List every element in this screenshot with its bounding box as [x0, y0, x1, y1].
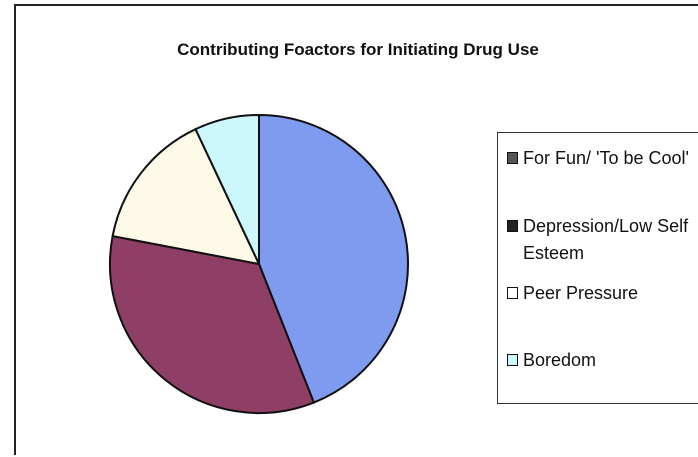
pie-slice-depression — [109, 234, 316, 414]
legend-swatch-boredom — [507, 354, 518, 366]
legend-label-peer-pressure: Peer Pressure — [523, 283, 639, 303]
chart-frame: Contributing Foactors for Initiating Dru… — [14, 4, 698, 455]
legend-label-for-fun: For Fun/ 'To be Cool' — [523, 148, 689, 168]
pie-slice-boredom — [194, 113, 260, 265]
legend-label-boredom: Boredom — [523, 350, 597, 370]
pie-slice-for-fun — [258, 113, 409, 404]
legend-swatch-peer-pressure — [507, 287, 518, 299]
legend-swatch-depression — [507, 220, 518, 232]
pie-chart — [109, 113, 409, 414]
pie-slice-peer-pressure — [111, 127, 261, 266]
legend-swatch-for-fun — [507, 152, 518, 164]
legend: For Fun/ 'To be Cool' Depression/Low Sel… — [497, 132, 698, 404]
chart-title: Contributing Foactors for Initiating Dru… — [177, 40, 539, 59]
legend-label-depression: Depression/Low Self Esteem — [523, 216, 689, 263]
